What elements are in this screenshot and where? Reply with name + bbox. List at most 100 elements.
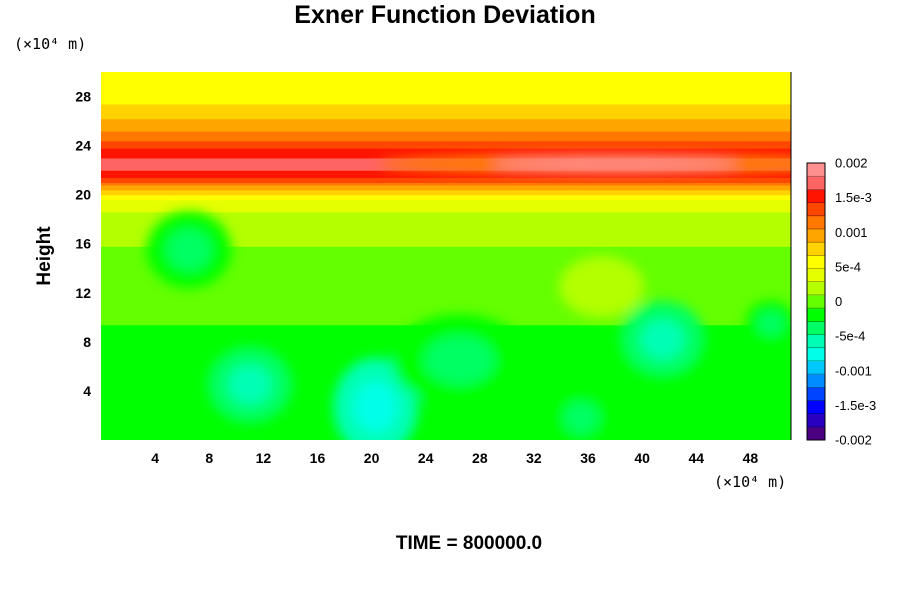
field-band [101, 233, 791, 237]
field-band [101, 76, 791, 80]
field-band [101, 103, 791, 107]
field-band [101, 91, 791, 95]
field-band [101, 199, 791, 203]
field-band [101, 116, 791, 120]
field-band [101, 216, 791, 220]
field-band [101, 260, 791, 264]
colorbar-tick-label: 1.5e-3 [835, 190, 872, 205]
colorbar-swatch [807, 176, 825, 190]
field-band [101, 415, 791, 419]
colorbar-swatch [807, 189, 825, 204]
field-anomaly-core [757, 311, 784, 336]
field-band [101, 194, 791, 198]
colorbar-swatch [807, 163, 825, 177]
colorbar-swatch [807, 281, 825, 296]
field-band [101, 422, 791, 426]
y-tick-label: 4 [83, 383, 91, 399]
colorbar-tick-label: -0.001 [835, 363, 872, 378]
field-band [101, 184, 791, 188]
field-band [101, 437, 791, 440]
colorbar-swatch [807, 294, 825, 309]
field-band [101, 246, 791, 250]
field-band [101, 278, 791, 282]
field-band [101, 224, 791, 228]
field-band [101, 265, 791, 269]
x-tick-label: 48 [743, 450, 759, 466]
field-band [101, 405, 791, 409]
field-band [101, 187, 791, 191]
colorbar-swatch [807, 268, 825, 283]
field-band [101, 206, 791, 210]
colorbar-border [806, 162, 826, 441]
field-band [101, 145, 791, 149]
field-band [101, 121, 791, 125]
field-band [101, 231, 791, 235]
x-axis-unit: (×10⁴ m) [714, 473, 786, 491]
field-band [101, 209, 791, 213]
colorbar-swatch [807, 360, 825, 375]
colorbar: 0.002 1.5e-3 0.001 5e-4 0 -5e-4 -0.001 -1.5e-3 -… [806, 156, 876, 448]
field-band [101, 81, 791, 85]
chart-title: Exner Function Deviation [294, 1, 595, 29]
field-band [101, 89, 791, 93]
field-band [101, 275, 791, 279]
field-anomaly-core [579, 270, 624, 303]
field-anomaly-core [166, 229, 211, 270]
colorbar-tick-label: 0.002 [835, 156, 868, 171]
colorbar-tick-label: -0.002 [835, 433, 872, 448]
field-band [101, 309, 791, 314]
field-band [101, 143, 791, 147]
field-band [101, 417, 791, 421]
contour-features [146, 153, 791, 440]
colorbar-swatch [807, 321, 825, 335]
x-tick-label: 16 [310, 450, 326, 466]
field-band [101, 170, 791, 174]
x-tick-label: 12 [256, 450, 272, 466]
x-tick-label: 44 [689, 450, 705, 466]
field-band [101, 175, 791, 179]
field-band [101, 96, 791, 100]
colorbar-swatch [807, 400, 825, 415]
colorbar-swatch [807, 347, 825, 362]
field-band [101, 312, 791, 316]
field-anomaly-core [424, 336, 495, 385]
y-tick-label: 20 [75, 187, 91, 203]
field-band [101, 305, 791, 309]
x-tick-label: 28 [472, 450, 488, 466]
colorbar-tick-label: 0.001 [835, 225, 868, 240]
field-band [101, 430, 791, 434]
field-band [101, 427, 791, 431]
colorbar-tick-label: -1.5e-3 [835, 398, 876, 413]
colorbar-swatch [807, 308, 825, 322]
x-tick-label: 40 [634, 450, 650, 466]
field-band [101, 300, 791, 304]
y-tick-label: 28 [75, 89, 91, 105]
field-band [101, 177, 791, 181]
field-band [101, 152, 791, 157]
field-band [101, 307, 791, 311]
time-label: TIME = 800000.0 [396, 533, 542, 554]
field-anomaly-core [563, 401, 599, 434]
field-band [101, 413, 791, 417]
field-band [101, 98, 791, 103]
field-band [101, 285, 791, 289]
field-band [101, 202, 791, 206]
field-band [101, 189, 791, 193]
field-band [101, 248, 791, 252]
y-axis-ticks: 4 8 12 16 20 24 28 [75, 89, 91, 399]
field-band [101, 113, 791, 117]
y-tick-label: 12 [75, 285, 91, 301]
field-band [101, 292, 791, 296]
field-band [101, 282, 791, 287]
colorbar-tick-label: 0 [835, 294, 842, 309]
field-band [101, 420, 791, 424]
field-band [101, 219, 791, 223]
y-axis-unit: (×10⁴ m) [14, 35, 86, 53]
field-band [101, 410, 791, 414]
field-band [101, 118, 791, 122]
field-band [101, 135, 791, 139]
field-band [101, 138, 791, 142]
y-tick-label: 16 [75, 236, 91, 252]
x-tick-label: 4 [151, 450, 159, 466]
